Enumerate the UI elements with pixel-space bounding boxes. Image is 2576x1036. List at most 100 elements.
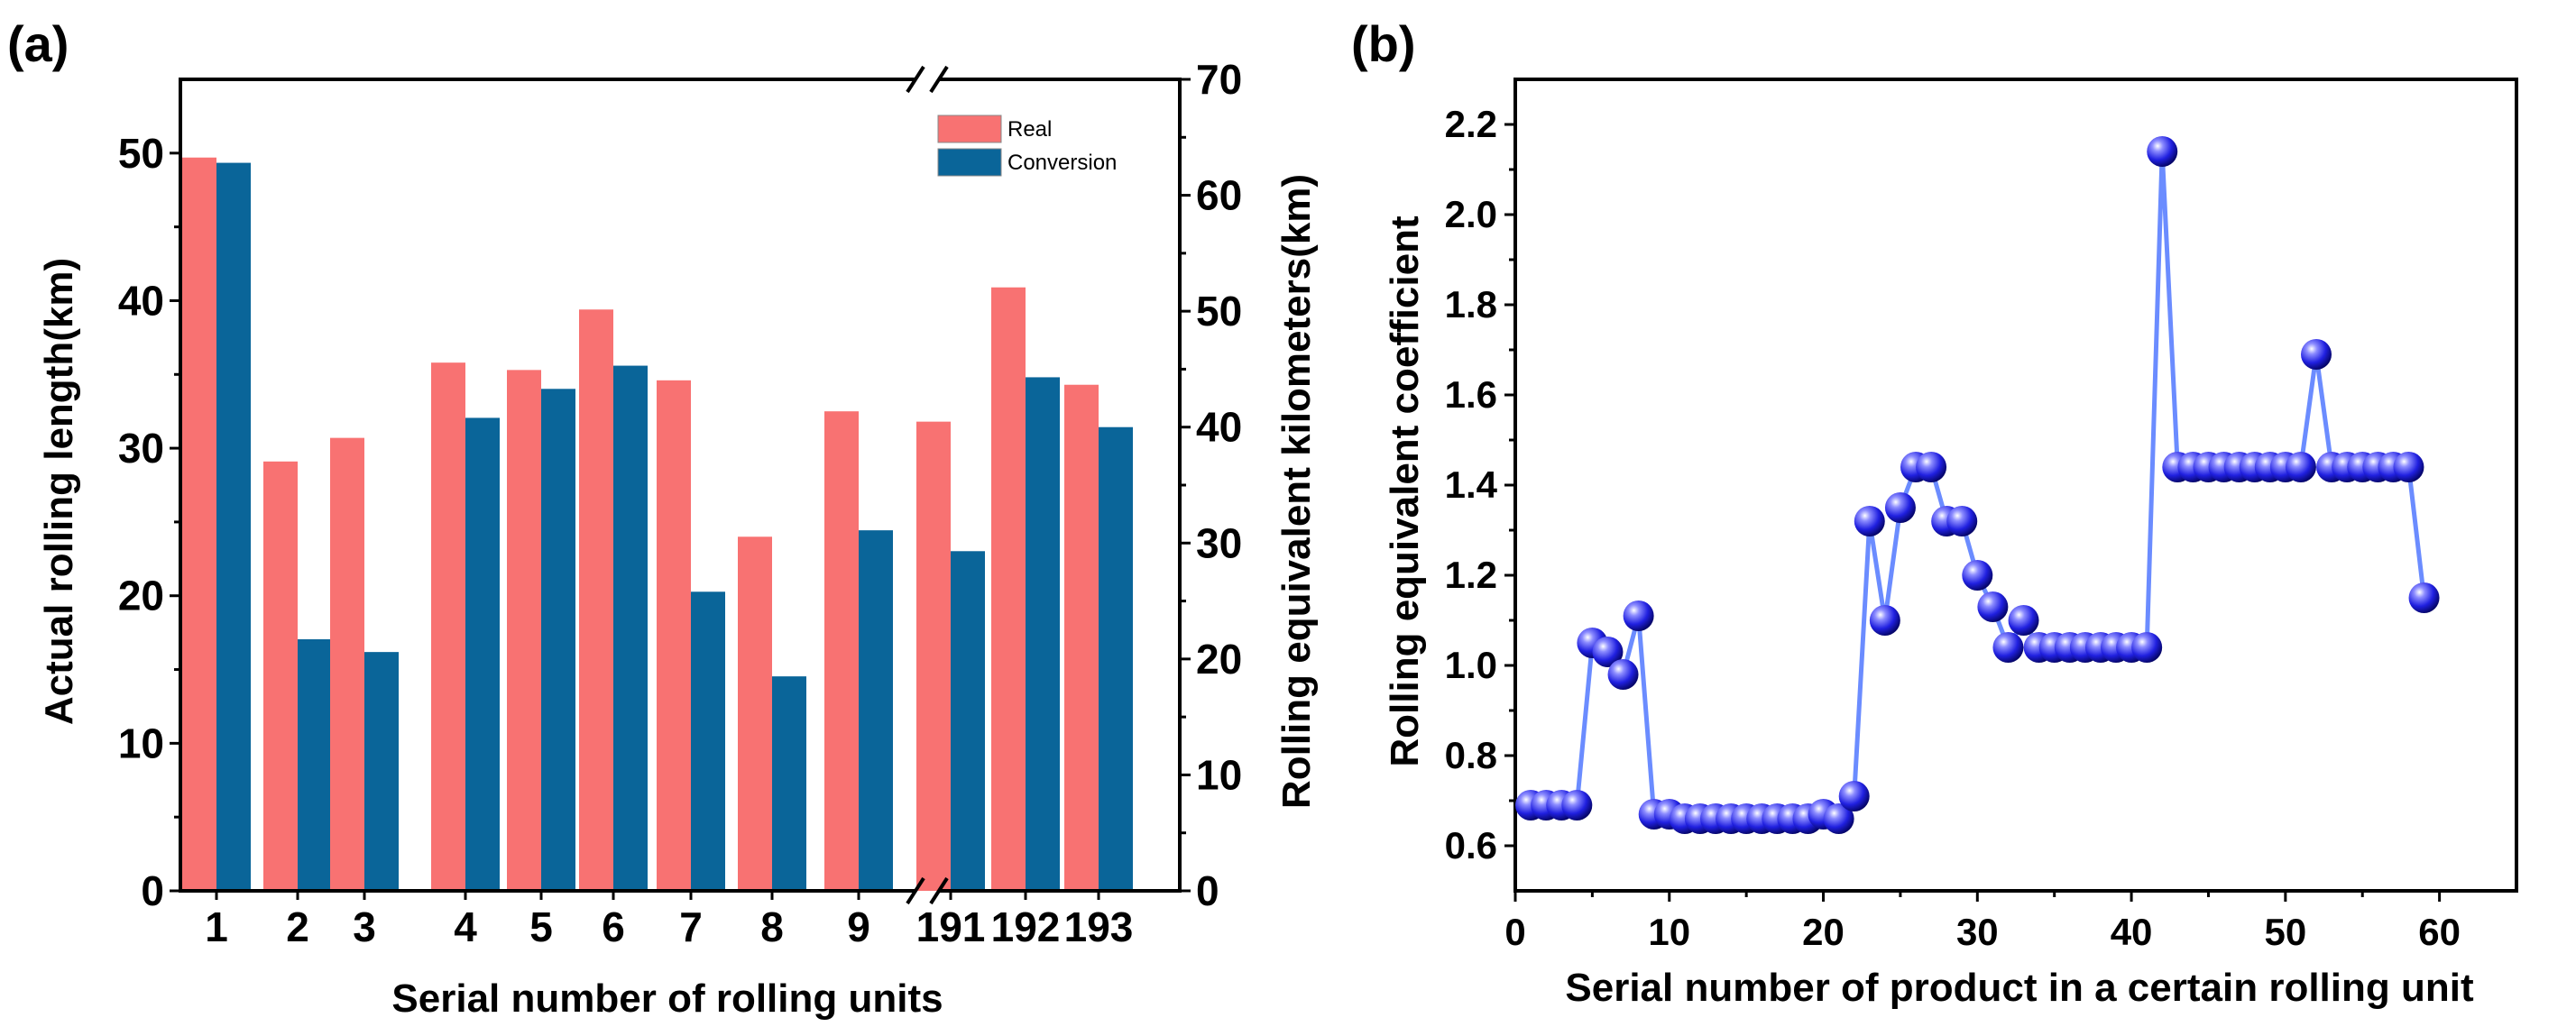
panel-a-label: (a) — [7, 15, 69, 72]
panel-b-data-point — [2285, 452, 2316, 482]
panel-b-data-point — [2393, 452, 2424, 482]
panel-b-data-point — [2301, 339, 2332, 370]
bar-conversion-9 — [859, 530, 893, 891]
bar-conversion-8 — [772, 676, 806, 891]
panel-b-y-tick-label: 1.8 — [1445, 283, 1497, 325]
panel-b-data-point — [1946, 506, 1978, 536]
panel-b-data-point — [2008, 605, 2039, 636]
panel-b-data-point — [1823, 803, 1854, 834]
panel-b-data-point — [1561, 790, 1593, 821]
panel-b-y-tick-label: 1.0 — [1445, 644, 1497, 686]
panel-a-x-tick-label: 5 — [529, 903, 553, 950]
panel-b-data-point — [2408, 582, 2440, 613]
panel-a-right-tick-label: 50 — [1196, 288, 1242, 335]
bar-conversion-7 — [691, 591, 725, 891]
panel-a-right-tick-label: 60 — [1196, 172, 1242, 219]
bar-real-2 — [263, 461, 298, 891]
panel-a-x-axis-title: Serial number of rolling units — [391, 976, 943, 1021]
panel-a-x-tick-label: 2 — [286, 903, 309, 950]
bar-real-193 — [1064, 384, 1099, 891]
panel-a-x-tick-label: 191 — [916, 903, 986, 950]
panel-b-data-point — [1869, 605, 1900, 636]
bar-conversion-191 — [951, 551, 985, 891]
panel-a-y2-axis-title: Rolling equivalent kilometers(km) — [1274, 174, 1319, 809]
bar-real-191 — [916, 421, 951, 891]
panel-a-left-tick-label: 40 — [118, 277, 164, 324]
panel-b-data-point — [1992, 632, 2024, 663]
panel-b-data-point — [1916, 452, 1947, 482]
panel-a-right-tick-label: 10 — [1196, 751, 1242, 798]
legend-swatch-conversion — [937, 148, 1002, 177]
bar-real-4 — [431, 362, 465, 891]
panel-a-left-tick-label: 0 — [141, 867, 164, 914]
bar-real-3 — [330, 437, 364, 891]
panel-b-y-tick-label: 2.0 — [1445, 193, 1497, 235]
panel-b-data-point — [1854, 506, 1885, 536]
bar-real-5 — [507, 370, 541, 891]
axis-break-mark — [929, 65, 949, 94]
legend-swatch-real — [937, 115, 1002, 143]
panel-a-x-tick-label: 192 — [991, 903, 1061, 950]
panel-b-x-tick-label: 10 — [1648, 911, 1690, 953]
legend-label-conversion: Conversion — [1007, 151, 1117, 175]
panel-b-data-point — [1977, 591, 2009, 622]
panel-b-series-line — [1531, 151, 2426, 821]
panel-b-data-point — [1592, 637, 1624, 667]
panel-b-series — [1515, 136, 2440, 834]
bar-conversion-6 — [613, 365, 648, 892]
axis-break-mark — [906, 876, 925, 905]
panel-b-x-tick-label: 20 — [1802, 911, 1845, 953]
bar-conversion-2 — [298, 639, 332, 891]
panel-b-data-point — [1884, 492, 1916, 523]
panel-b-x-tick-label: 40 — [2111, 911, 2153, 953]
panel-b-frame — [1513, 78, 2518, 893]
panel-a-left-tick-label: 10 — [118, 720, 164, 766]
bar-real-1 — [182, 157, 216, 891]
panel-a-right-tick-label: 30 — [1196, 519, 1242, 566]
panel-b-x-tick-label: 60 — [2418, 911, 2461, 953]
panel-b-data-point — [2131, 632, 2163, 663]
bar-real-6 — [579, 309, 613, 892]
panel-b-y-tick-label: 1.4 — [1445, 463, 1498, 506]
panel-a-right-tick-label: 70 — [1196, 56, 1242, 103]
bar-real-7 — [657, 380, 691, 891]
panel-a-x-tick-label: 1 — [205, 903, 228, 950]
bar-conversion-3 — [364, 652, 399, 891]
panel-b-y-axis-title: Rolling equivalent coefficient — [1383, 215, 1427, 767]
panel-a-right-tick-label: 20 — [1196, 636, 1242, 683]
panel-a-x-tick-label: 3 — [353, 903, 376, 950]
panel-a-left-tick-label: 20 — [118, 573, 164, 619]
panel-a-x-tick-label: 8 — [760, 903, 784, 950]
panel-b-y-tick-label: 0.8 — [1445, 734, 1497, 776]
panel-b-x-tick-label: 30 — [1956, 911, 1999, 953]
panel-b-data-point — [1962, 560, 1993, 591]
legend-label-real: Real — [1007, 117, 1052, 142]
panel-b-x-axis-title: Serial number of product in a certain ro… — [1565, 966, 2474, 1010]
panel-a-bars — [182, 157, 1133, 892]
panel-b-data-point — [2147, 136, 2178, 167]
panel-a-x-tick-label: 7 — [679, 903, 703, 950]
panel-a-x-tick-label: 4 — [454, 903, 477, 950]
panel-b-data-point — [1607, 659, 1639, 690]
panel-b-data-point — [1838, 781, 1870, 811]
panel-a-x-tick-label: 9 — [847, 903, 870, 950]
panel-b-y-tick-label: 0.6 — [1445, 824, 1497, 866]
panel-a-right-tick-label: 40 — [1196, 404, 1242, 451]
panel-a-y-axis-title: Actual rolling length(km) — [37, 258, 81, 725]
panel-b-x-tick-label: 50 — [2264, 911, 2306, 953]
axis-break-mark — [929, 876, 949, 905]
panel-b-y-tick-label: 2.2 — [1445, 103, 1497, 145]
bar-conversion-4 — [465, 417, 500, 891]
panel-a-left-tick-label: 50 — [118, 130, 164, 177]
bar-real-8 — [738, 536, 772, 891]
panel-b-axes: 0 10 20 30 40 50 60 0.6 0.8 1.0 1.2 1.4 1.6 1.8 2.0 2.2 — [1445, 78, 2518, 953]
panel-a-legend: Real Conversion — [937, 115, 1117, 177]
panel-a-x-tick-label: 193 — [1064, 903, 1134, 950]
bar-conversion-1 — [216, 162, 251, 892]
panel-b-x-tick-label: 0 — [1504, 911, 1525, 953]
panel-b-label: (b) — [1351, 15, 1416, 72]
panel-b-y-tick-label: 1.6 — [1445, 373, 1497, 416]
